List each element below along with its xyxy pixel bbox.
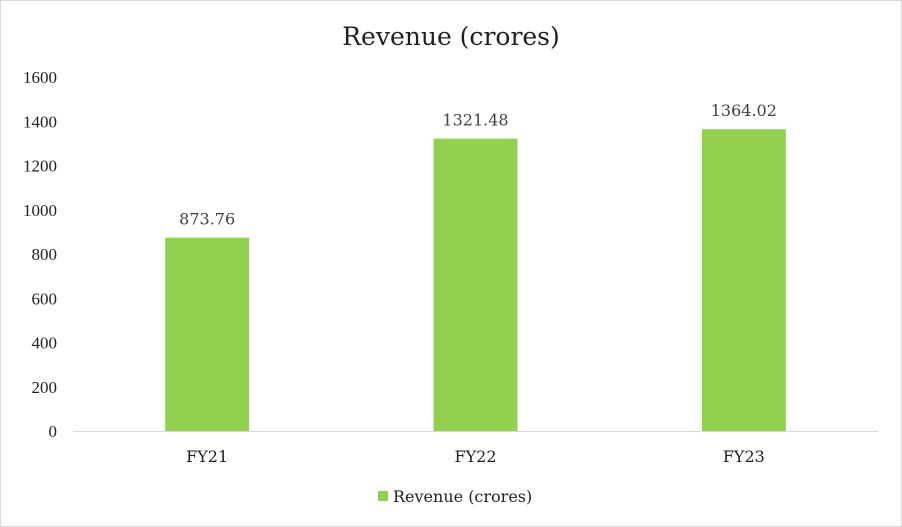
data-labels: 873.76 1321.48 1364.02 — [179, 101, 777, 228]
y-tick-label: 600 — [32, 289, 58, 308]
y-tick-label: 1400 — [23, 112, 57, 131]
legend-swatch — [378, 491, 388, 501]
legend-label: Revenue (crores) — [393, 487, 532, 506]
legend: Revenue (crores) — [378, 487, 532, 506]
y-tick-label: 200 — [32, 378, 58, 397]
chart-title: Revenue (crores) — [342, 22, 560, 51]
y-axis-ticks: 0 200 400 600 800 1000 1200 1400 1600 — [23, 68, 57, 441]
y-tick-label: 400 — [32, 334, 58, 353]
bars — [165, 129, 786, 431]
bar-fy21 — [165, 237, 250, 431]
x-axis-labels: FY21 FY22 FY23 — [186, 447, 765, 466]
y-tick-label: 1200 — [23, 157, 57, 176]
y-tick-label: 1000 — [23, 201, 57, 220]
data-label: 1364.02 — [711, 101, 777, 120]
x-tick-label: FY22 — [454, 447, 496, 466]
data-label: 873.76 — [179, 210, 235, 229]
y-tick-label: 0 — [49, 422, 58, 441]
x-tick-label: FY21 — [186, 447, 228, 466]
x-tick-label: FY23 — [723, 447, 765, 466]
y-tick-label: 1600 — [23, 68, 57, 87]
data-label: 1321.48 — [442, 111, 508, 130]
bar-fy23 — [701, 129, 786, 431]
bar-fy22 — [433, 138, 518, 431]
y-tick-label: 800 — [32, 245, 58, 264]
